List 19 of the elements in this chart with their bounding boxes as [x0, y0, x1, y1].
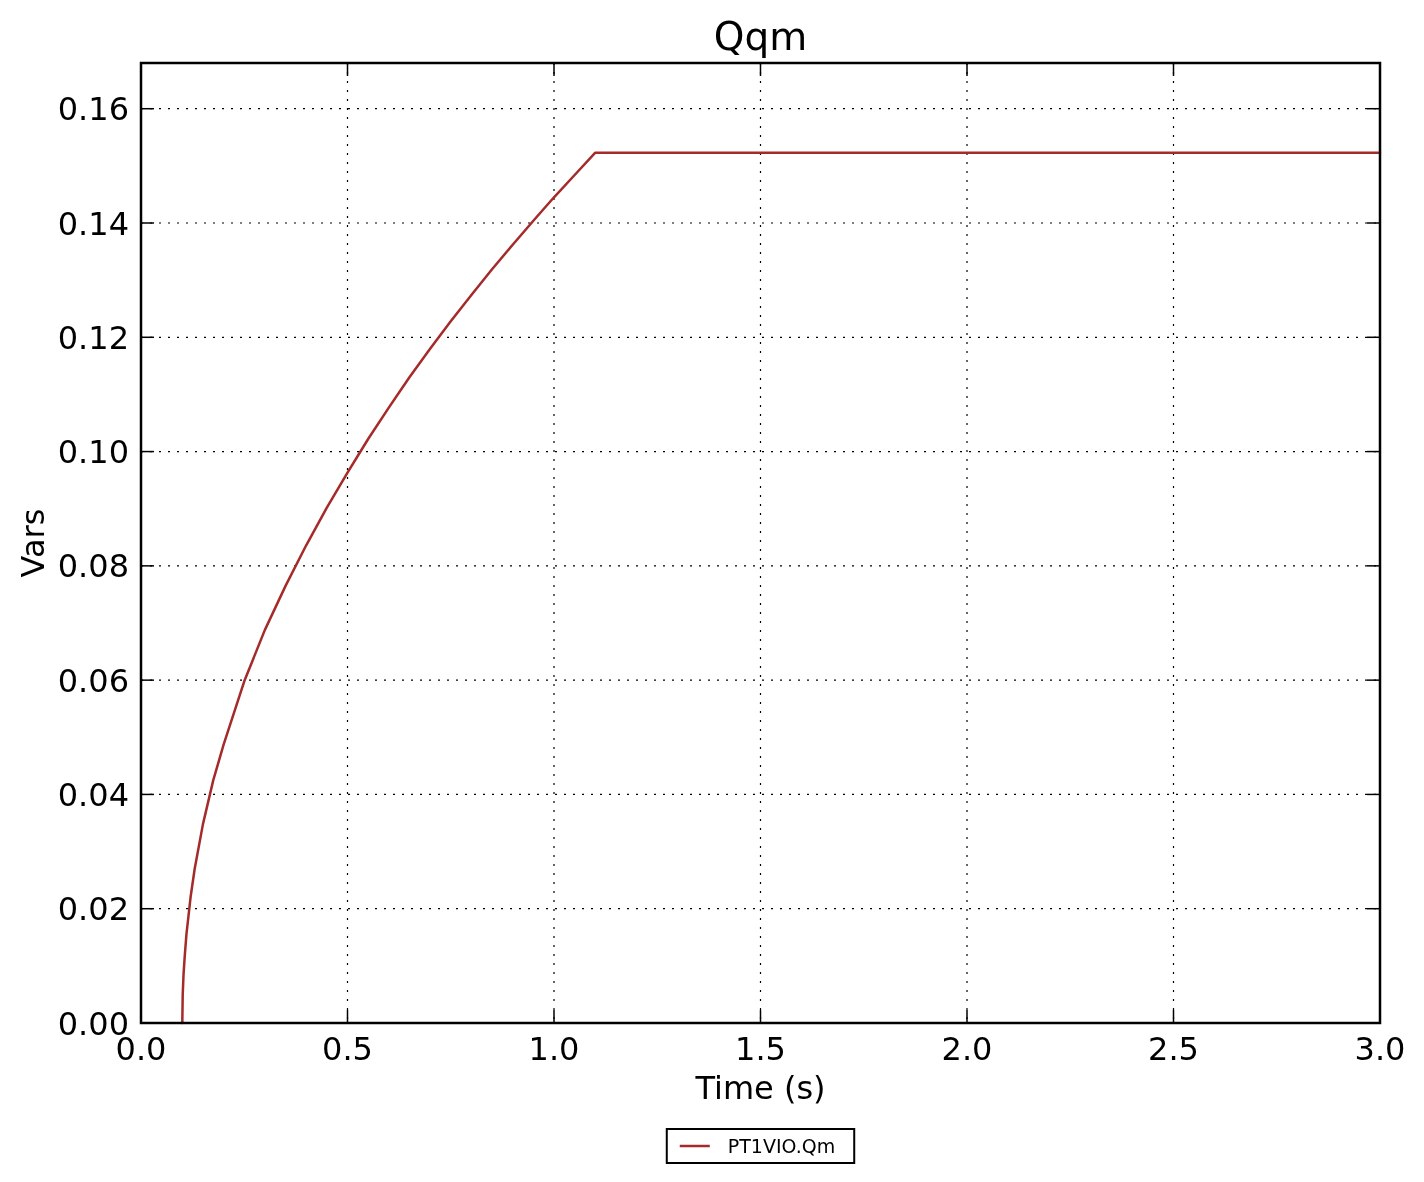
chart-title: Qqm — [713, 14, 808, 59]
y-tick-label: 0.16 — [57, 90, 129, 129]
y-tick-label: 0.08 — [57, 547, 129, 586]
y-tick-label: 0.02 — [57, 890, 129, 929]
x-tick-label: 3.0 — [1354, 1030, 1406, 1068]
y-tick-label: 0.14 — [57, 204, 129, 243]
x-axis-title: Time (s) — [694, 1069, 826, 1107]
y-tick-label: 0.06 — [57, 661, 129, 700]
line-series — [181, 151, 1382, 1025]
x-tick-label: 0.5 — [322, 1030, 373, 1068]
x-tick-label: 1.5 — [735, 1030, 786, 1068]
x-tick-label: 1.0 — [528, 1030, 580, 1068]
y-tick-label: 0.10 — [57, 433, 129, 472]
x-tick-label: 2.0 — [941, 1030, 993, 1068]
x-tick-label: 2.5 — [1148, 1030, 1199, 1068]
legend-label: PT1VIO.Qm — [727, 1134, 836, 1157]
y-axis-title: Vars — [14, 508, 52, 578]
y-tick-label: 0.12 — [57, 318, 129, 357]
y-tick-label: 0.04 — [57, 775, 129, 814]
